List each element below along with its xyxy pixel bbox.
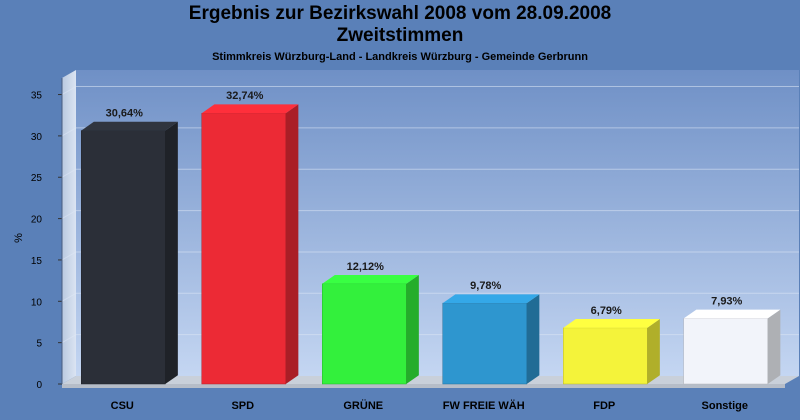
bar-fdp xyxy=(563,319,660,385)
bar-top xyxy=(683,309,781,319)
grid-line xyxy=(61,86,799,95)
y-tick-label: 35 xyxy=(31,91,43,102)
bar-front xyxy=(322,283,407,385)
bar-csu xyxy=(81,121,178,385)
grid-line xyxy=(61,210,799,220)
bar-value-label: 30,64% xyxy=(106,108,144,120)
bar-front xyxy=(201,112,286,385)
y-axis-label: % xyxy=(13,233,25,243)
bar-fw-freie-w-h xyxy=(442,294,540,385)
bar-front xyxy=(563,327,648,385)
chart-subtitle: Stimmkreis Würzburg-Land - Landkreis Wür… xyxy=(212,51,588,63)
bar-front xyxy=(683,318,768,385)
y-tick-label: 10 xyxy=(31,297,43,308)
bar-side xyxy=(647,319,660,384)
chart-title: Ergebnis zur Bezirkswahl 2008 vom 28.09.… xyxy=(188,3,612,24)
bar-top xyxy=(201,104,299,114)
bar-top xyxy=(563,319,660,328)
title-block: Ergebnis zur Bezirkswahl 2008 vom 28.09.… xyxy=(0,2,800,64)
bar-value-label: 32,74% xyxy=(226,90,264,102)
plot-floor-edge xyxy=(62,384,785,388)
x-category-label: GRÜNE xyxy=(343,399,383,412)
chart-title-2: Zweitstimmen xyxy=(336,25,464,46)
bar-side xyxy=(165,121,178,384)
grid-line xyxy=(61,251,799,261)
bar-gr-ne xyxy=(322,274,419,385)
x-category-label: Sonstige xyxy=(702,400,748,412)
bar-value-label: 12,12% xyxy=(347,261,385,273)
bar-value-label: 9,78% xyxy=(470,280,501,292)
plot-side-wall xyxy=(62,70,76,384)
x-category-label: FW FREIE WÄH xyxy=(443,399,525,412)
bar-value-label: 6,79% xyxy=(591,305,622,317)
bar-side xyxy=(285,104,299,385)
grid-line xyxy=(61,127,799,137)
bar-top xyxy=(322,274,419,284)
bar-value-label: 7,93% xyxy=(711,295,742,307)
grid-line xyxy=(61,292,799,302)
bar-spd xyxy=(201,104,299,385)
grid-line xyxy=(61,334,799,344)
bar-side xyxy=(526,294,540,384)
y-tick-label: 20 xyxy=(31,215,43,226)
y-tick-label: 25 xyxy=(31,173,43,184)
bar-front xyxy=(442,302,527,385)
bar-top xyxy=(81,121,178,131)
plot-back-wall xyxy=(76,70,799,376)
x-category-label: SPD xyxy=(231,400,254,412)
bar-front xyxy=(81,130,166,385)
bar-sonstige xyxy=(683,309,781,385)
x-category-label: CSU xyxy=(111,400,134,412)
y-tick-label: 30 xyxy=(31,132,43,143)
bar-side xyxy=(767,309,781,384)
bar-side xyxy=(406,274,419,384)
x-category-label: FDP xyxy=(593,400,615,412)
bar-top xyxy=(442,294,540,304)
grid-line xyxy=(61,168,799,178)
y-tick-label: 0 xyxy=(36,380,42,391)
y-tick-label: 5 xyxy=(36,339,42,350)
y-tick-label: 15 xyxy=(31,256,43,267)
